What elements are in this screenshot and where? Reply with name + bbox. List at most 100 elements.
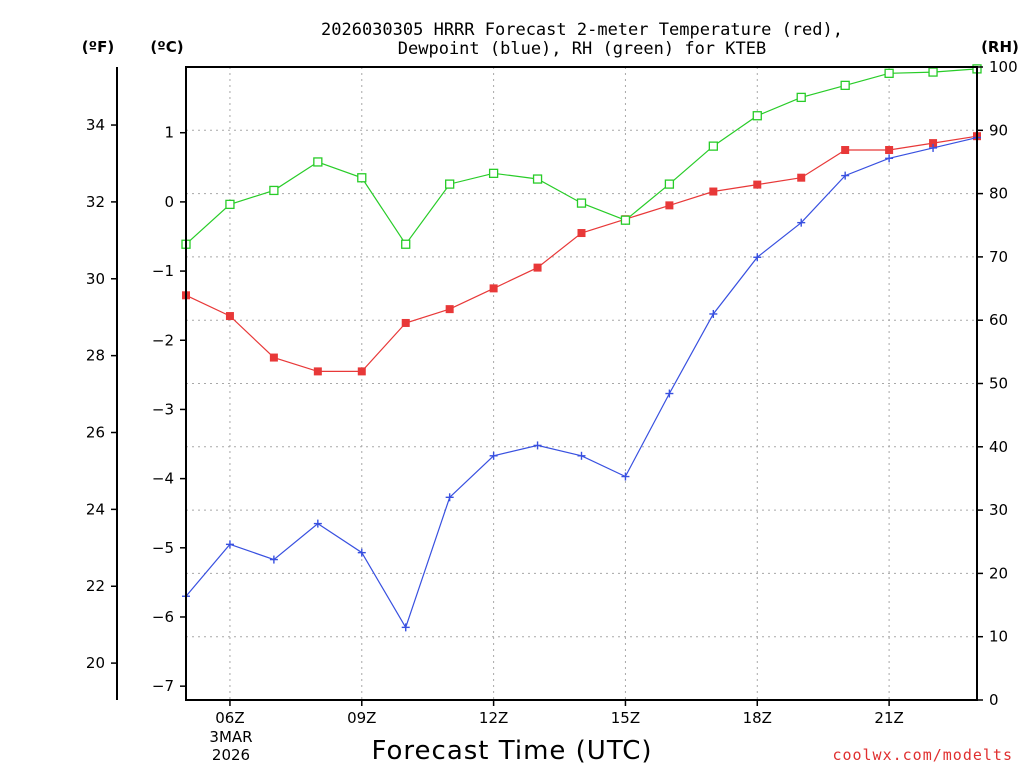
temperature-series-line [185,135,978,372]
dewpoint-point-9 [577,451,586,460]
temperature-point-2 [269,353,278,362]
rh-point-8 [532,174,543,184]
date-label-year: 2026 [212,746,250,764]
temperature-point-12 [709,187,718,196]
celsius-tick-label-3: −2 [152,331,174,349]
fahrenheit-tick-label-4: 26 [86,424,105,442]
rh-tick-label-4: 60 [989,311,1008,329]
temperature-point-7 [489,284,498,293]
rh-tick-label-5: 50 [989,375,1008,393]
grid-lines [186,67,977,700]
rh-point-7 [488,168,499,178]
dewpoint-point-4 [357,548,366,557]
rh-point-3 [313,157,323,167]
dewpoint-point-14 [797,218,806,227]
temperature-point-4 [357,367,366,376]
x-tick-label-2: 12Z [479,709,508,727]
temperature-point-11 [665,201,674,210]
rh-point-11 [664,179,675,189]
dewpoint-point-7 [489,451,498,460]
temperature-point-14 [797,173,806,182]
dewpoint-point-13 [753,253,762,262]
celsius-unit-label: (ºC) [150,38,183,56]
x-tick-label-0: 06Z [215,709,244,727]
temperature-point-5 [401,318,410,327]
credit-label: coolwx.com/modelts [832,746,1013,764]
chart-title-line-2: Dewpoint (blue), RH (green) for KTEB [398,39,766,59]
temperature-point-13 [753,180,762,189]
x-axis-label: Forecast Time (UTC) [371,736,652,766]
fahrenheit-tick-label-7: 20 [86,654,105,672]
temperature-point-1 [225,312,234,321]
fahrenheit-tick-label-1: 32 [86,193,105,211]
rh-point-15 [840,80,850,91]
date-label-day: 3MAR [209,728,252,746]
fahrenheit-tick-label-0: 34 [86,116,105,134]
temperature-point-8 [533,263,542,272]
rh-tick-label-3: 70 [989,248,1008,266]
rh-point-1 [225,199,235,210]
rh-unit-label: (RH) [981,38,1019,56]
rh-point-16 [884,68,894,78]
dewpoint-point-12 [709,309,718,318]
rh-point-6 [445,179,455,189]
rh-point-4 [357,173,367,183]
rh-point-9 [576,198,587,208]
rh-tick-label-8: 20 [989,564,1008,582]
x-tick-label-5: 21Z [874,709,903,727]
chart-title-line-1: 2026030305 HRRR Forecast 2-meter Tempera… [321,20,843,40]
temperature-point-9 [577,229,586,238]
dewpoint-point-16 [885,154,894,163]
x-tick-label-1: 09Z [347,709,376,727]
rh-point-5 [401,239,411,249]
temperature-point-16 [885,146,894,155]
fahrenheit-unit-label: (ºF) [82,38,114,56]
rh-point-12 [708,141,718,151]
celsius-tick-label-6: −5 [152,539,174,557]
x-tick-label-4: 18Z [743,709,772,727]
celsius-tick-label-0: 1 [164,124,174,142]
celsius-tick-label-2: −1 [152,262,174,280]
axes [111,66,983,706]
rh-tick-label-1: 90 [989,121,1008,139]
celsius-tick-label-7: −6 [152,608,174,626]
dewpoint-series-line [185,137,978,629]
rh-series-line [185,68,978,246]
rh-point-13 [752,111,762,121]
rh-tick-label-7: 30 [989,501,1008,519]
dewpoint-point-1 [225,540,234,549]
rh-tick-label-6: 40 [989,438,1008,456]
dewpoint-point-10 [621,472,630,481]
temperature-point-15 [841,146,850,155]
rh-tick-label-2: 80 [989,185,1008,203]
x-tick-label-3: 15Z [611,709,640,727]
temperature-point-6 [445,305,454,314]
dewpoint-point-11 [665,389,674,398]
dewpoint-point-8 [533,441,542,450]
dewpoint-point-2 [269,555,278,564]
rh-tick-label-9: 10 [989,628,1008,646]
fahrenheit-tick-label-3: 28 [86,347,105,365]
temperature-point-17 [929,139,938,148]
fahrenheit-tick-label-2: 30 [86,270,105,288]
series-layer [181,64,982,632]
dewpoint-point-15 [841,171,850,180]
dewpoint-point-17 [929,143,938,152]
rh-point-10 [620,215,631,225]
dewpoint-point-3 [313,519,322,528]
rh-point-2 [269,185,279,196]
temperature-point-3 [313,367,322,376]
rh-tick-label-0: 100 [989,58,1018,76]
celsius-tick-label-1: 0 [164,193,174,211]
dewpoint-point-5 [401,623,410,632]
rh-point-14 [796,92,806,103]
celsius-tick-label-8: −7 [152,677,174,695]
celsius-tick-label-4: −3 [152,400,174,418]
rh-tick-label-10: 0 [989,691,999,709]
fahrenheit-tick-label-6: 22 [86,577,105,595]
dewpoint-point-6 [445,493,454,502]
celsius-tick-label-5: −4 [152,470,174,488]
fahrenheit-tick-label-5: 24 [86,500,105,518]
tick-labels: 10−1−2−3−4−5−6−7343230282624222010090807… [86,58,1018,727]
